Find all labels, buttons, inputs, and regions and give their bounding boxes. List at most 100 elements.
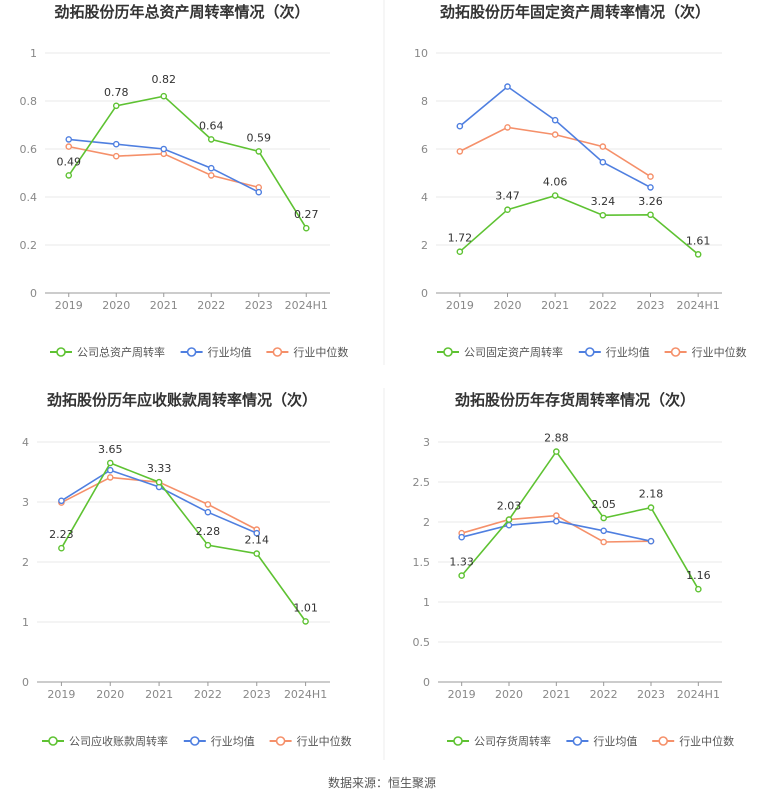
y-tick-label: 1: [423, 596, 430, 609]
data-label: 3.65: [98, 443, 123, 456]
data-point-median: [504, 124, 511, 131]
data-label: 4.06: [543, 176, 568, 189]
y-tick-label: 0.6: [20, 143, 38, 156]
legend-label: 行业均值: [211, 735, 255, 748]
legend-item-avg[interactable]: 行业均值: [180, 346, 252, 359]
legend-label: 公司总资产周转率: [77, 345, 165, 359]
data-label: 0.64: [199, 119, 224, 132]
legend-item-company[interactable]: 公司总资产周转率: [50, 345, 165, 359]
data-point-median: [456, 148, 464, 155]
data-point-avg: [599, 158, 607, 166]
legend-item-company[interactable]: 公司固定资产周转率: [437, 345, 563, 359]
y-tick-label: 2: [22, 556, 29, 569]
data-point-median: [106, 474, 114, 481]
legend-item-median[interactable]: 行业中位数: [664, 345, 747, 359]
data-label: 2.88: [544, 432, 569, 445]
chart-panel-3: 劲拓股份历年应收账款周转率情况（次） 0 1 2 3 4 2019 2020 2021 2022 2…: [22, 391, 352, 748]
legend-label: 行业均值: [208, 346, 252, 359]
x-tick-label: 2019: [448, 688, 476, 701]
y-tick-label: 6: [421, 143, 428, 156]
legend-item-median[interactable]: 行业中位数: [652, 734, 734, 748]
x-tick-label: 2023: [243, 688, 271, 701]
data-point-avg: [553, 517, 560, 525]
x-tick-label: 2024H1: [677, 688, 720, 701]
legend-label: 行业中位数: [293, 345, 348, 359]
data-point-company: [302, 618, 309, 625]
legend-swatch-marker: [670, 347, 681, 357]
data-point-company: [160, 92, 168, 100]
legend-swatch-marker: [48, 736, 58, 746]
data-label: 0.27: [294, 208, 319, 221]
chart-title: 劲拓股份历年固定资产周转率情况（次）: [440, 3, 710, 21]
x-tick-label: 2021: [145, 688, 173, 701]
data-point-median: [112, 152, 120, 160]
chart-title: 劲拓股份历年总资产周转率情况（次）: [54, 3, 309, 21]
y-tick-label: 0.2: [20, 239, 38, 252]
data-point-company: [600, 514, 607, 522]
legend-item-avg[interactable]: 行业均值: [566, 735, 637, 748]
legend-swatch-marker: [190, 736, 200, 746]
legend-swatch-marker: [56, 347, 66, 357]
data-label: 3.47: [495, 190, 520, 203]
data-label: 2.14: [245, 534, 270, 547]
x-tick-label: 2019: [55, 299, 83, 312]
data-point-company: [505, 516, 513, 523]
data-point-median: [600, 538, 607, 546]
data-point-company: [253, 550, 261, 557]
data-label: 2.18: [639, 488, 664, 501]
x-tick-label: 2021: [542, 688, 570, 701]
x-tick-label: 2024H1: [285, 299, 328, 312]
data-label: 3.24: [591, 195, 616, 208]
data-point-company: [551, 192, 559, 199]
legend-swatch-marker: [272, 347, 283, 357]
legend-item-avg[interactable]: 行业均值: [183, 735, 255, 748]
data-label: 1.72: [448, 232, 473, 245]
data-point-avg: [160, 145, 168, 153]
data-point-avg: [504, 83, 511, 90]
data-point-company: [504, 206, 511, 214]
y-tick-label: 1: [30, 47, 37, 60]
x-tick-label: 2022: [197, 299, 225, 312]
y-tick-label: 0: [30, 287, 37, 300]
legend-item-median[interactable]: 行业中位数: [269, 734, 352, 748]
x-tick-label: 2020: [494, 299, 522, 312]
x-tick-label: 2021: [150, 299, 178, 312]
y-tick-label: 2: [421, 239, 428, 252]
y-tick-label: 3: [22, 496, 29, 509]
data-point-company: [647, 211, 654, 219]
y-tick-label: 1.5: [413, 556, 431, 569]
data-label: 2.05: [591, 498, 616, 511]
y-tick-label: 4: [22, 436, 29, 449]
y-tick-label: 0.8: [20, 95, 38, 108]
x-tick-label: 2019: [47, 688, 75, 701]
legend-label: 行业中位数: [679, 734, 734, 748]
data-label: 1.33: [449, 556, 474, 569]
x-tick-label: 2022: [194, 688, 222, 701]
data-label: 1.61: [686, 234, 711, 247]
legend-item-median[interactable]: 行业中位数: [266, 345, 348, 359]
data-point-median: [551, 131, 559, 138]
legend-item-company[interactable]: 公司应收账款周转率: [42, 734, 168, 748]
data-point-company: [599, 211, 607, 219]
data-label: 3.26: [638, 195, 663, 208]
y-tick-label: 0: [22, 676, 29, 689]
source-note: 数据来源：恒生聚源: [328, 775, 436, 790]
x-tick-label: 2019: [446, 299, 474, 312]
data-point-avg: [458, 533, 465, 541]
data-point-avg: [207, 164, 215, 172]
legend-label: 行业均值: [593, 735, 637, 748]
data-point-median: [647, 173, 654, 180]
y-tick-label: 0: [423, 676, 430, 689]
series-line-company: [461, 450, 699, 590]
legend-item-company[interactable]: 公司存货周转率: [447, 734, 551, 748]
legend-item-avg[interactable]: 行业均值: [578, 346, 650, 359]
x-tick-label: 2024H1: [677, 299, 720, 312]
x-tick-label: 2022: [589, 299, 617, 312]
data-point-avg: [255, 188, 263, 196]
series-line-company: [68, 95, 307, 229]
y-tick-label: 8: [421, 95, 428, 108]
data-label: 2.28: [196, 525, 221, 538]
series-line-company: [459, 194, 699, 256]
legend-swatch-marker: [584, 347, 595, 357]
